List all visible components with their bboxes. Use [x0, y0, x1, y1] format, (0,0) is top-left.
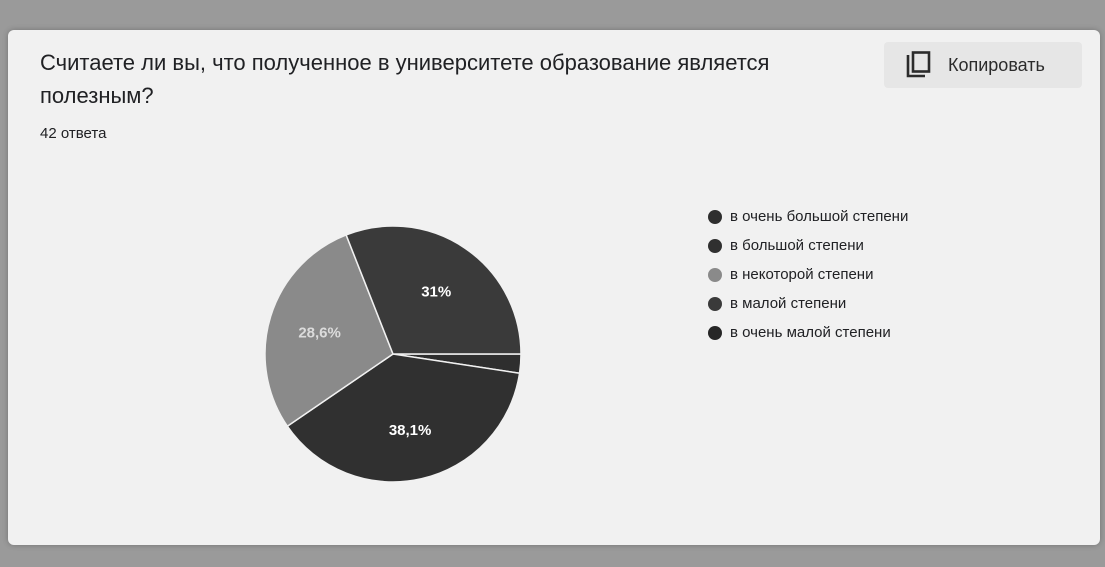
legend-item: в малой степени: [708, 289, 908, 318]
legend-item: в очень большой степени: [708, 202, 908, 231]
legend-label: в очень большой степени: [730, 208, 909, 225]
legend-label: в очень малой степени: [730, 324, 891, 341]
legend-label: в малой степени: [730, 295, 847, 312]
copy-button[interactable]: Копировать: [884, 42, 1082, 88]
pie-data-label: 28,6%: [298, 324, 341, 341]
legend-swatch: [708, 238, 722, 253]
pie-chart: 38,1% 28,6% 31%: [264, 225, 522, 483]
pie-data-label: 31%: [421, 284, 451, 301]
legend-label: в большой степени: [730, 237, 864, 254]
legend-swatch: [708, 296, 722, 311]
question-title: Считаете ли вы, что полученное в универс…: [40, 50, 770, 108]
chart-card: [8, 30, 1100, 545]
legend-label: в некоторой степени: [730, 266, 874, 283]
legend-swatch: [708, 267, 722, 282]
legend-item: в очень малой степени: [708, 318, 908, 347]
pie-data-label: 38,1%: [389, 422, 432, 439]
copy-button-label: Копировать: [948, 54, 1045, 75]
pie-slice: [286, 353, 521, 483]
legend-item: в некоторой степени: [708, 260, 908, 289]
pie-slice: [345, 225, 522, 355]
chart-legend: в очень большой степени в большой степени…: [708, 202, 908, 347]
response-count: 42 ответа: [40, 125, 107, 142]
legend-swatch: [708, 325, 722, 340]
legend-swatch: [708, 209, 722, 224]
pie-slice: [264, 233, 394, 428]
legend-item: в большой степени: [708, 231, 908, 260]
copy-icon: [906, 51, 931, 78]
